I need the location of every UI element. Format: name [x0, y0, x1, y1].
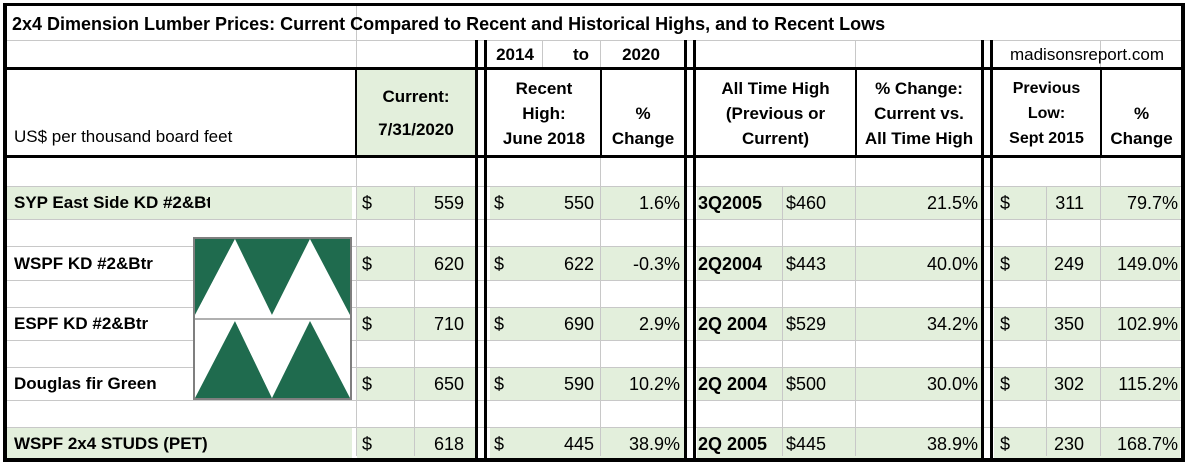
currency-symbol: $ [1000, 253, 1011, 274]
table-title: 2x4 Dimension Lumber Prices: Current Com… [12, 13, 886, 34]
pct-change-low: 149.0% [1116, 253, 1178, 274]
ath-price: $500 [786, 373, 827, 394]
currency-symbol: $ [1000, 192, 1011, 213]
ath-date: 2Q 2005 [698, 433, 768, 454]
previous-low-price: 302 [1053, 373, 1084, 394]
pct-change-low-header: % Change [1110, 104, 1173, 148]
company-logo [193, 237, 352, 400]
current-price: 618 [433, 433, 464, 454]
pct-change-ath: 34.2% [926, 313, 978, 334]
pct-change-recent: -0.3% [632, 253, 680, 274]
ath-date: 2Q 2004 [698, 313, 768, 334]
recent-high-header: Recent High: June 2018 [502, 78, 586, 148]
band [697, 368, 981, 400]
ath-price: $529 [786, 313, 827, 334]
product-name: SYP East Side KD #2&Btr [14, 193, 210, 212]
previous-low-header: Previous Low: Sept 2015 [1009, 79, 1084, 147]
currency-symbol: $ [494, 192, 505, 213]
ath-price: $460 [786, 192, 827, 213]
band [357, 428, 475, 458]
source-credit: madisonsreport.com [1009, 44, 1164, 64]
currency-symbol: $ [1000, 373, 1011, 394]
currency-symbol: $ [494, 313, 505, 334]
product-name: WSPF KD #2&Btr [14, 254, 153, 273]
band [994, 368, 1180, 400]
band [994, 247, 1180, 280]
currency-symbol: $ [494, 373, 505, 394]
current-price: 559 [433, 192, 464, 213]
currency-symbol: $ [362, 313, 373, 334]
pct-change-low: 102.9% [1116, 313, 1178, 334]
band [994, 428, 1180, 458]
pct-change-recent: 10.2% [628, 373, 680, 394]
pct-change-low: 79.7% [1126, 192, 1178, 213]
band [697, 247, 981, 280]
pct-change-ath: 38.9% [926, 433, 978, 454]
ath-price: $445 [786, 433, 827, 454]
band [490, 247, 684, 280]
currency-symbol: $ [362, 433, 373, 454]
recent-high-price: 690 [563, 313, 594, 334]
currency-symbol: $ [1000, 433, 1011, 454]
current-header-bg [357, 69, 475, 156]
band [994, 187, 1180, 219]
pct-change-low: 168.7% [1116, 433, 1178, 454]
pct-change-ath: 40.0% [926, 253, 978, 274]
previous-low-price: 350 [1053, 313, 1084, 334]
pct-change-recent: 38.9% [628, 433, 680, 454]
band [490, 308, 684, 340]
band [697, 187, 981, 219]
ath-date: 3Q2005 [698, 192, 763, 213]
previous-low-price: 230 [1053, 433, 1084, 454]
current-price: 650 [433, 373, 464, 394]
currency-symbol: $ [362, 192, 373, 213]
currency-symbol: $ [494, 433, 505, 454]
currency-symbol: $ [494, 253, 505, 274]
year-to-word: to [572, 44, 589, 64]
units-label: US$ per thousand board feet [14, 127, 233, 146]
currency-symbol: $ [362, 373, 373, 394]
band [357, 308, 475, 340]
band [490, 428, 684, 458]
recent-high-price: 622 [563, 253, 594, 274]
band [6, 428, 352, 458]
pct-change-ath-header: % Change: Current vs. All Time High [864, 78, 974, 148]
band [697, 308, 981, 340]
pct-change-low: 115.2% [1118, 373, 1178, 394]
year-from: 2014 [496, 44, 534, 64]
ath-date: 2Q2004 [698, 253, 763, 274]
pct-change-header: % Change [611, 104, 675, 148]
current-header: Current: 7/31/2020 [378, 87, 454, 139]
band [6, 187, 352, 219]
band [357, 187, 475, 219]
previous-low-price: 249 [1053, 253, 1084, 274]
recent-high-price: 445 [563, 433, 594, 454]
band [490, 368, 684, 400]
product-name: WSPF 2x4 STUDS (PET) [14, 434, 208, 453]
band [357, 368, 475, 400]
pct-change-recent: 1.6% [638, 192, 680, 213]
product-name: ESPF KD #2&Btr [14, 314, 149, 333]
product-name: Douglas fir Green [14, 374, 157, 393]
previous-low-price: 311 [1055, 192, 1084, 213]
all-time-high-header: All Time High (Previous or Current) [721, 78, 830, 148]
band [357, 247, 475, 280]
band [490, 187, 684, 219]
recent-high-price: 590 [563, 373, 594, 394]
pct-change-recent: 2.9% [638, 313, 680, 334]
year-to: 2020 [622, 44, 660, 64]
pct-change-ath: 21.5% [926, 192, 978, 213]
currency-symbol: $ [1000, 313, 1011, 334]
pct-change-ath: 30.0% [926, 373, 978, 394]
current-price: 620 [433, 253, 464, 274]
ath-price: $443 [786, 253, 827, 274]
band [697, 428, 981, 458]
recent-high-price: 550 [563, 192, 594, 213]
band [994, 308, 1180, 340]
ath-date: 2Q 2004 [698, 373, 768, 394]
currency-symbol: $ [362, 253, 373, 274]
triangles-logo-icon [195, 239, 350, 398]
current-price: 710 [433, 313, 464, 334]
